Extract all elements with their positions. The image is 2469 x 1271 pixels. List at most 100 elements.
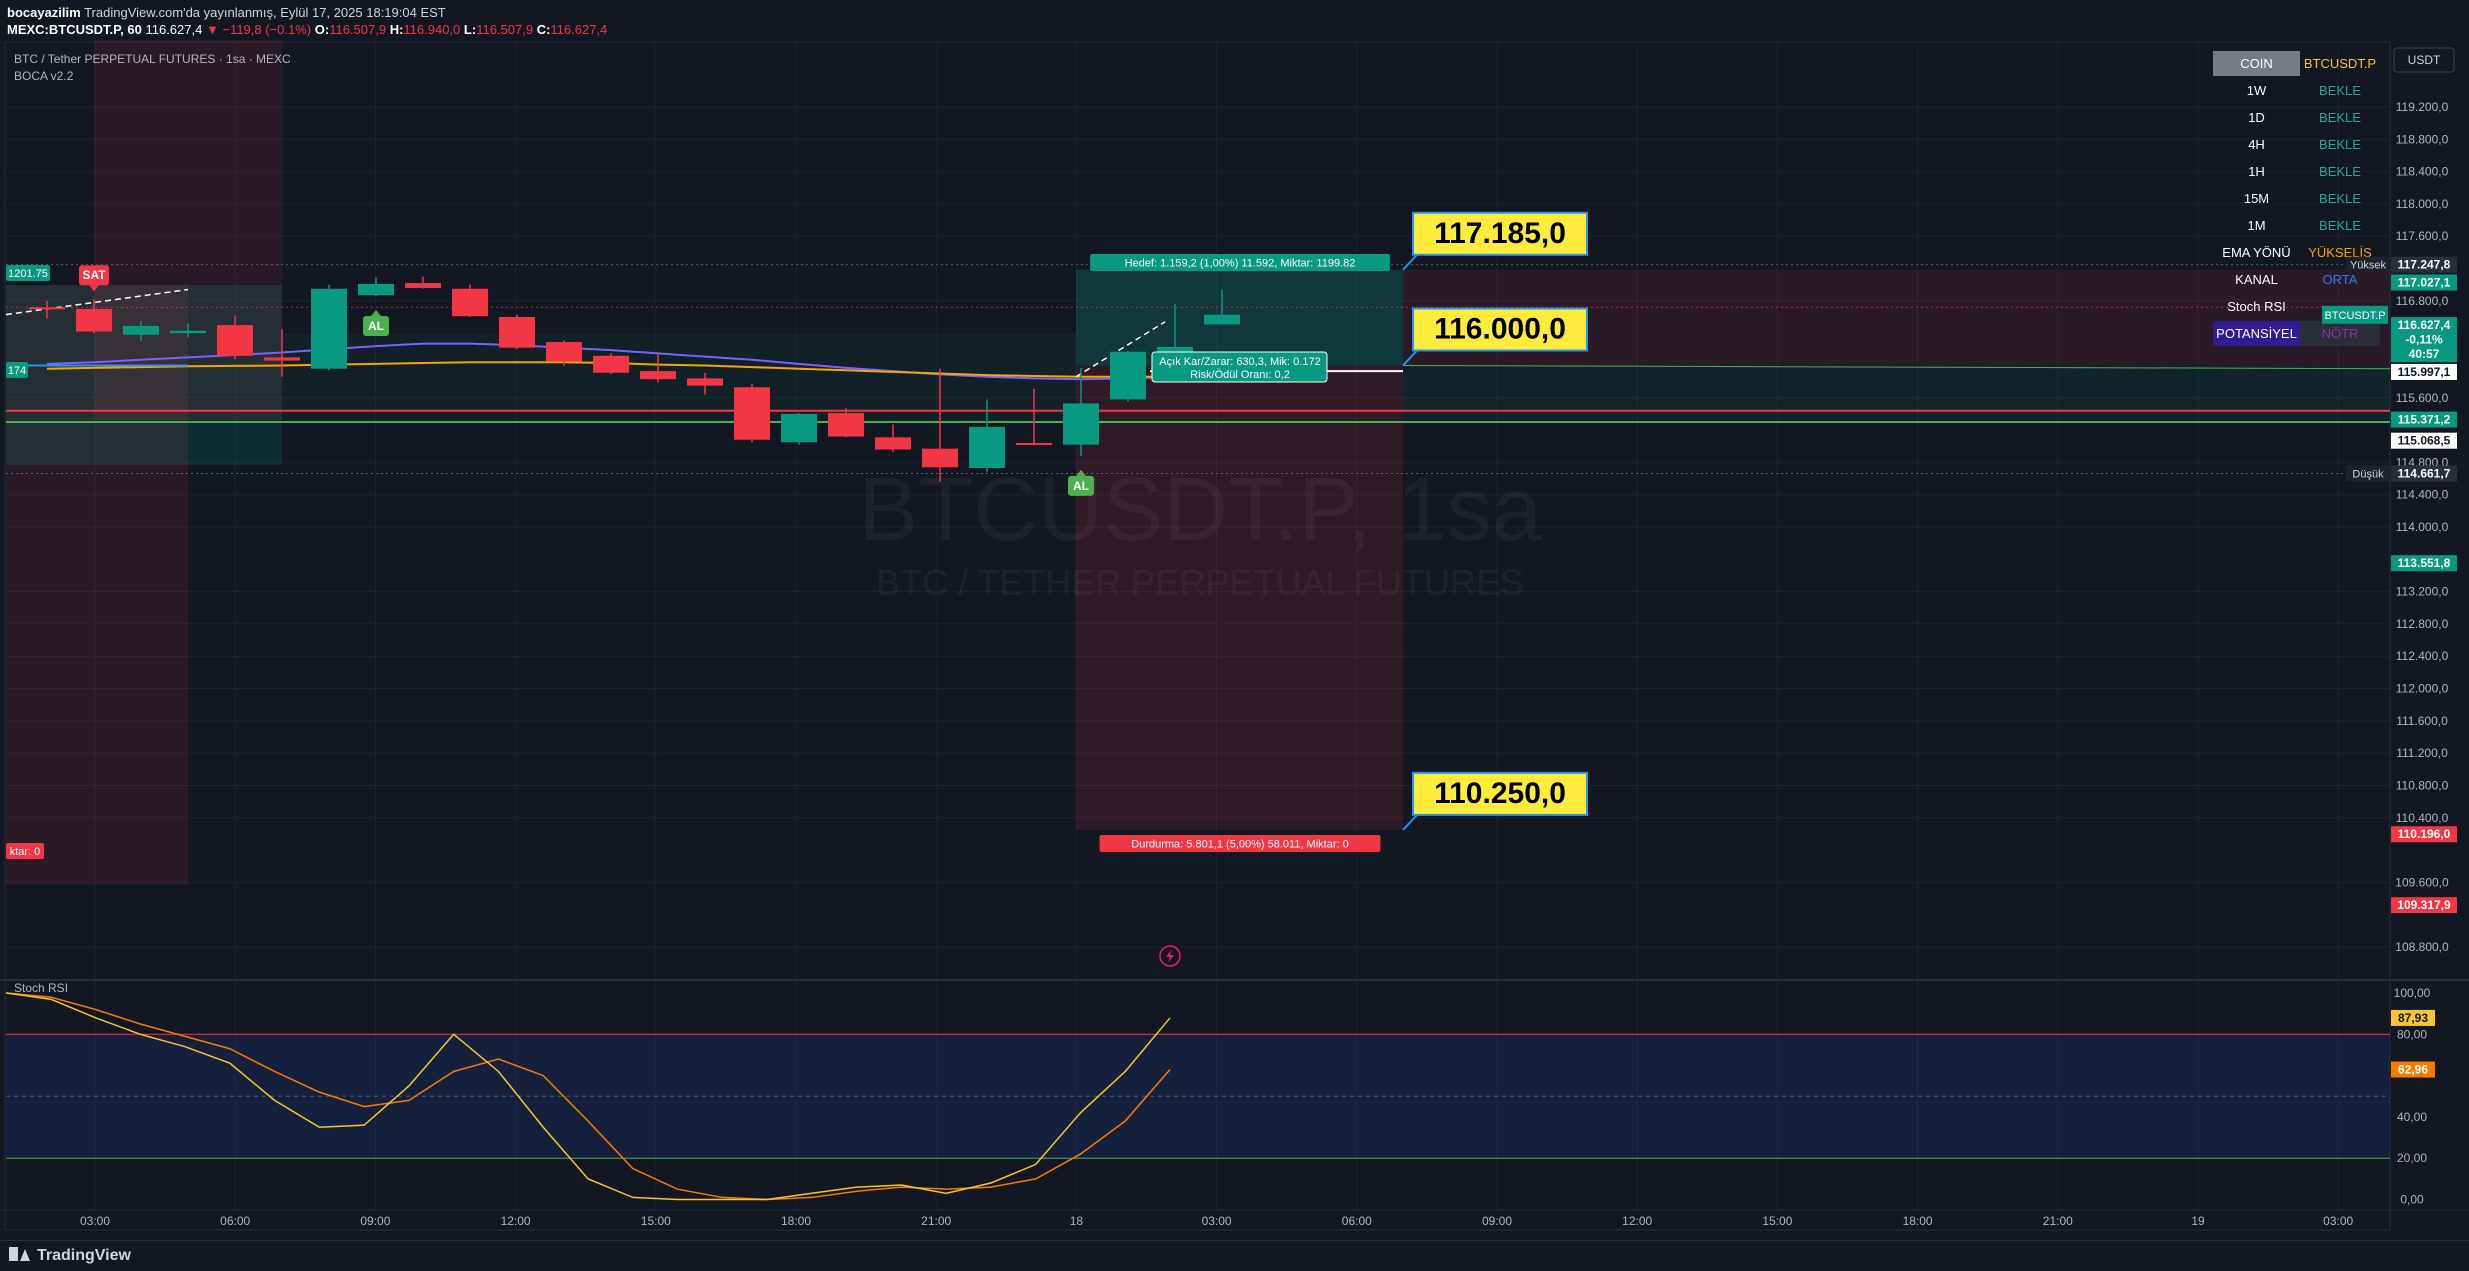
candle[interactable] [311,284,347,371]
candle[interactable] [1110,350,1146,402]
candle[interactable] [358,277,394,296]
candle[interactable] [546,340,582,366]
stoch-rsi-pane: 100,00 80,00 40,00 20,00 0,00 87,93 62,96 [5,986,2435,1207]
candle[interactable] [29,300,65,319]
symbol-interval[interactable]: MEXC:BTCUSDT.P, 60 [7,22,142,37]
price-tag-label-bg [2346,256,2390,273]
tradingview-logo[interactable]: TradingView [9,1247,131,1265]
candle[interactable] [828,408,864,438]
price-tag-bg [2391,826,2457,843]
candle[interactable] [499,314,535,350]
price-axis-label: 112.400,0 [2396,649,2449,663]
candle[interactable] [1016,388,1052,446]
info-value: BEKLE [2319,164,2361,179]
candle[interactable] [76,299,112,334]
left-target-text: 1201.75 [8,268,48,280]
rsi-axis-label: 20,00 [2397,1151,2427,1165]
signal-marker[interactable]: SAT [79,265,109,292]
level-callout[interactable]: 110.250,0 [1402,771,1588,831]
left-target-label[interactable]: 1201.75 [6,265,50,281]
price-tag[interactable]: 40:57 [2391,346,2457,363]
candle[interactable] [875,424,911,452]
signal-badge [363,316,389,336]
candle-body [29,307,65,310]
candle[interactable] [452,284,488,317]
candle[interactable] [264,329,300,377]
time-axis-label: 12:00 [501,1214,531,1228]
info-value: BTCUSDT.P [2304,56,2376,71]
level-callout[interactable]: 116.000,0 [1402,307,1588,367]
price-tag-bg [2391,317,2457,334]
price-tag[interactable]: 115.371,2 [2391,411,2457,428]
candle-body [358,283,394,296]
open-pnl-label[interactable]: Açık Kar/Zarar: 630,3, Mik: 0.172Risk/Öd… [1151,351,1328,383]
candle[interactable] [969,399,1005,473]
level-callout[interactable]: 117.185,0 [1402,211,1588,271]
price-tag-text: 117.247,8 [2398,258,2451,272]
chart-svg[interactable]: BTCUSDT.P, 1saBTC / TETHER PERPETUAL FUT… [0,40,2469,1231]
candle[interactable] [781,413,817,445]
time-axis-label: 15:00 [641,1214,671,1228]
author-name[interactable]: bocayazilim [7,5,81,20]
info-value: BEKLE [2319,83,2361,98]
candle[interactable] [170,323,206,338]
left-mid-label[interactable]: 174 [6,362,28,378]
price-tag[interactable]: 116.627,4 [2391,317,2457,334]
price-tag[interactable]: 115.068,5 [2391,432,2457,449]
rsi-tag-bg [2391,1009,2435,1026]
symbol-tag[interactable]: BTCUSDT.P [2322,305,2388,324]
candle-body [1063,403,1099,445]
target-label[interactable]: Hedef: 1.159,2 (1,00%) 11.592, Miktar: 1… [1090,254,1390,271]
stop-label[interactable]: Durdurma: 5.801,1 (5,00%) 58.011, Miktar… [1099,835,1381,852]
price-tag[interactable]: 115.997,1 [2391,363,2457,380]
candle[interactable] [1204,289,1240,325]
candle[interactable] [1157,304,1193,356]
candle[interactable] [687,372,723,395]
tradingview-mark-icon [9,1247,31,1261]
info-table-row: COIN BTCUSDT.P [2213,51,2376,76]
time-axis-label: 15:00 [1762,1214,1792,1228]
rsi-axis-label: 40,00 [2397,1110,2427,1124]
price-tag[interactable]: -0,11% [2391,331,2457,348]
target-label-bg [1090,254,1390,271]
rsi-tag[interactable]: 62,96 [2391,1061,2435,1078]
risk-reward-text: Risk/Ödül Oranı: 0,2 [1190,369,1290,381]
signal-marker[interactable]: AL [363,310,389,336]
info-table-row: 1D BEKLE [2248,110,2361,125]
rsi-tag[interactable]: 87,93 [2391,1009,2435,1026]
candle[interactable] [123,321,159,342]
dashed-projection [1075,321,1166,378]
signal-marker[interactable]: AL [1068,469,1094,496]
info-key: 4H [2248,137,2265,152]
currency-button[interactable]: USDT [2393,47,2455,73]
candle[interactable] [922,368,958,482]
rsi-title[interactable]: Stoch RSI [14,981,68,995]
info-key: EMA YÖNÜ [2222,245,2290,260]
chart-area[interactable]: BTCUSDT.P, 1saBTC / TETHER PERPETUAL FUT… [0,40,2469,1231]
candle[interactable] [217,315,253,359]
info-value: BEKLE [2319,218,2361,233]
candle[interactable] [405,276,441,289]
callout-connector [1402,253,1419,271]
price-tag[interactable]: 117.247,8 Yüksek [2346,256,2457,273]
candle[interactable] [1063,367,1099,456]
price-tag[interactable]: 114.661,7 Düşük [2346,465,2457,482]
price-tag[interactable]: 117.027,1 [2391,274,2457,291]
candle[interactable] [640,354,676,383]
callout-text: 117.185,0 [1434,217,1566,250]
price-tag[interactable]: 110.196,0 [2391,826,2457,843]
watermark-description: BTC / TETHER PERPETUAL FUTURES [876,562,1524,603]
info-table-row: Stoch RSI [2227,299,2286,314]
lightning-icon[interactable] [1159,945,1181,967]
candle[interactable] [734,384,770,443]
candle-body [828,413,864,437]
indicator-name[interactable]: BOCA v2.2 [14,69,74,83]
time-axis-label: 03:00 [80,1214,110,1228]
callout-text: 110.250,0 [1434,777,1566,810]
candle[interactable] [593,353,629,375]
price-tag[interactable]: 109.317,9 [2391,897,2457,914]
left-stop-label[interactable]: ktar: 0 [6,843,44,859]
price-tag-text: 115.371,2 [2398,413,2451,427]
trend-line [1402,364,2391,370]
price-tag[interactable]: 113.551,8 [2391,555,2457,572]
